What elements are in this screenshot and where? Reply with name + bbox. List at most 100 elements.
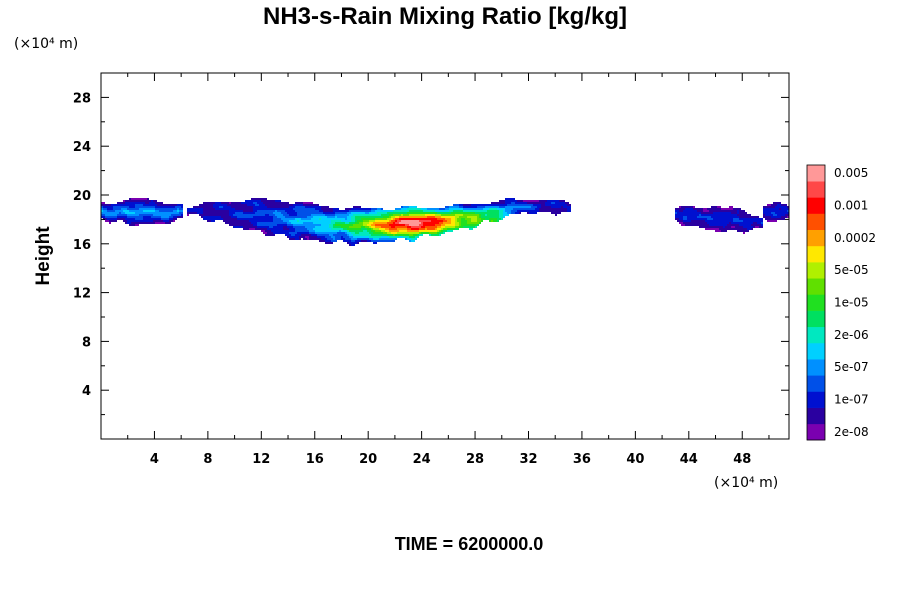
contour-cell xyxy=(363,220,369,222)
contour-cell xyxy=(343,228,347,230)
contour-cell xyxy=(129,210,143,212)
contour-cell xyxy=(427,216,435,218)
contour-cell xyxy=(739,218,763,220)
contour-cell xyxy=(467,222,479,224)
contour-cell xyxy=(369,238,373,240)
contour-cell xyxy=(295,218,301,220)
contour-cell xyxy=(255,204,259,206)
contour-cell xyxy=(243,210,253,212)
contour-cell xyxy=(313,222,331,224)
contour-cell xyxy=(293,204,303,206)
x-tick-label: 36 xyxy=(573,452,591,467)
contour-cell xyxy=(173,216,177,218)
contour-cell xyxy=(369,222,373,224)
contour-cell xyxy=(179,210,183,212)
contour-cell xyxy=(511,212,515,214)
contour-cell xyxy=(373,242,377,244)
contour-cell xyxy=(767,220,777,222)
contour-cell xyxy=(321,238,327,240)
contour-cell xyxy=(395,234,409,236)
contour-cell xyxy=(707,218,713,220)
contour-cell xyxy=(561,206,563,208)
contour-cell xyxy=(425,214,435,216)
contour-cell xyxy=(125,202,145,204)
contour-cell xyxy=(443,222,451,224)
contour-cell xyxy=(431,234,439,236)
contour-cell xyxy=(283,220,289,222)
contour-cell xyxy=(225,222,251,224)
colorbar-label: 0.005 xyxy=(834,166,868,180)
x-tick-label: 16 xyxy=(306,452,324,467)
colorbar-label: 1e-05 xyxy=(834,296,869,310)
contour-cell xyxy=(423,222,439,224)
contour-cell xyxy=(479,214,481,216)
colorbar-swatch xyxy=(807,262,825,279)
contour-cell xyxy=(441,226,445,228)
contour-cell xyxy=(435,224,441,226)
contour-cell xyxy=(391,216,395,218)
colorbar-swatch xyxy=(807,181,825,198)
contour-cell xyxy=(309,238,321,240)
contour-cell xyxy=(463,208,483,210)
contour-cell xyxy=(337,216,347,218)
contour-cell xyxy=(269,226,273,228)
contour-cell xyxy=(489,208,497,210)
contour-cell xyxy=(303,204,319,206)
contour-cell xyxy=(439,234,441,236)
contour-cell xyxy=(283,226,287,228)
contour-cell xyxy=(387,234,393,236)
contour-cell xyxy=(779,208,781,210)
contour-cell xyxy=(275,214,283,216)
contour-cell xyxy=(289,232,297,234)
contour-cell xyxy=(243,212,255,214)
contour-cell xyxy=(787,216,789,218)
contour-cell xyxy=(357,242,359,244)
contour-cell xyxy=(675,212,677,214)
contour-cell xyxy=(761,224,763,226)
contour-cell xyxy=(199,204,213,206)
contour-cell xyxy=(699,214,701,216)
contour-cell xyxy=(211,220,215,222)
contour-cell xyxy=(219,206,223,208)
contour-cell xyxy=(117,218,125,220)
contour-cell xyxy=(401,220,419,222)
contour-cell xyxy=(287,224,293,226)
contour-cell xyxy=(417,234,419,236)
contour-cell xyxy=(435,216,441,218)
contour-cell xyxy=(339,230,341,232)
contour-cell xyxy=(371,234,387,236)
contour-cell xyxy=(499,212,503,214)
contour-cell xyxy=(737,212,739,214)
contour-cell xyxy=(269,214,275,216)
contour-cell xyxy=(207,220,211,222)
contour-cell xyxy=(361,226,365,228)
contour-cell xyxy=(335,224,353,226)
contour-cell xyxy=(349,226,361,228)
contour-cell xyxy=(407,226,411,228)
contour-cell xyxy=(101,204,111,206)
contour-cell xyxy=(349,242,357,244)
contour-cell xyxy=(377,208,381,210)
contour-cell xyxy=(787,206,789,208)
contour-cell xyxy=(165,222,171,224)
plot-background xyxy=(101,73,789,439)
colorbar-swatch xyxy=(807,326,825,344)
contour-cell xyxy=(449,208,463,210)
contour-cell xyxy=(753,222,757,224)
contour-cell xyxy=(317,236,325,238)
contour-cell xyxy=(725,226,731,228)
contour-cell xyxy=(367,240,371,242)
contour-cell xyxy=(229,212,235,214)
colorbar-swatch xyxy=(807,278,825,295)
contour-cell xyxy=(727,224,739,226)
contour-cell xyxy=(341,226,349,228)
contour-cell xyxy=(425,226,437,228)
x-tick-label: 20 xyxy=(359,452,377,467)
contour-cell xyxy=(135,212,179,214)
contour-cell xyxy=(415,236,419,238)
contour-cell xyxy=(377,212,387,214)
contour-cell xyxy=(503,216,505,218)
contour-cell xyxy=(373,238,379,240)
contour-cell xyxy=(249,228,255,230)
contour-cell xyxy=(705,220,733,222)
